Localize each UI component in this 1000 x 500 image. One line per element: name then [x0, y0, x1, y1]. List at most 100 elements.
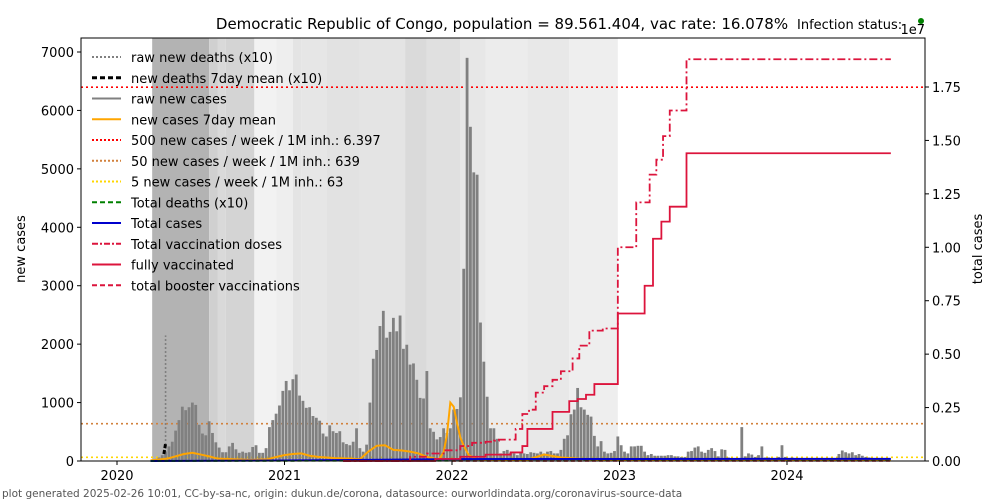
- raw-new-cases-bar: [247, 452, 251, 461]
- raw-new-cases-bar: [231, 442, 234, 461]
- background-band: [527, 38, 570, 461]
- raw-new-cases-bar: [586, 414, 590, 461]
- legend-label: fully vaccinated: [131, 259, 234, 274]
- plot-frame: [80, 37, 926, 462]
- y-tick-label: 6000: [41, 104, 74, 119]
- raw-new-cases-bar: [613, 451, 616, 461]
- x-tick-label: 2022: [435, 469, 468, 484]
- raw-new-cases-bar: [197, 424, 201, 461]
- raw-new-cases-bar: [603, 451, 606, 461]
- raw-new-cases-bar: [495, 438, 499, 461]
- y-tick-label: 2000: [41, 338, 74, 353]
- x-tick-label: 2020: [100, 469, 133, 484]
- raw-new-cases-bar: [288, 390, 291, 461]
- raw-new-cases-bar: [619, 445, 623, 461]
- legend-label: new deaths 7day mean (x10): [131, 72, 322, 87]
- raw-new-cases-bar: [703, 452, 707, 461]
- fully-vaccinated-line: [343, 152, 891, 462]
- legend-label: Total cases: [130, 217, 202, 232]
- raw-new-cases-bar: [509, 452, 513, 461]
- raw-new-cases-bar: [576, 387, 580, 461]
- raw-new-cases-bars: [152, 57, 891, 461]
- raw-new-cases-bar: [462, 268, 466, 461]
- raw-new-cases-bar: [562, 438, 566, 461]
- raw-new-cases-bar: [184, 410, 188, 461]
- raw-new-cases-bar: [291, 379, 295, 461]
- raw-new-cases-bar: [388, 331, 392, 461]
- raw-new-cases-bar: [629, 446, 633, 461]
- raw-new-cases-bar: [294, 374, 298, 461]
- y-tick-label: 1000: [41, 397, 74, 412]
- raw-new-cases-bar: [499, 453, 502, 461]
- raw-new-cases-bar: [311, 416, 315, 461]
- x-tick-label: 2024: [770, 469, 803, 484]
- y-right-tick-label: 0.50: [932, 348, 961, 363]
- x-axis-ticks: 2020 2021 2022 2023 2024: [100, 461, 804, 484]
- new-cases-mean-line: [150, 400, 891, 462]
- y-tick-label: 0: [66, 455, 74, 470]
- background-band: [426, 38, 461, 461]
- raw-new-cases-bar: [438, 437, 442, 461]
- y-right-tick-label: 1.75: [932, 81, 961, 96]
- background-band: [301, 38, 327, 461]
- legend-label: raw new deaths (x10): [131, 51, 273, 66]
- infection-status-label: Infection status:: [797, 18, 902, 33]
- raw-new-cases-bar: [489, 428, 492, 461]
- raw-new-cases-bar: [251, 446, 255, 461]
- raw-new-cases-bar: [747, 453, 750, 461]
- background-band: [485, 38, 528, 461]
- raw-new-cases-bar: [415, 379, 419, 461]
- raw-new-cases-bar: [167, 446, 171, 461]
- raw-new-cases-bar: [525, 453, 529, 461]
- raw-new-cases-bar: [582, 409, 586, 461]
- y-right-tick-label: 1.00: [932, 241, 961, 256]
- raw-new-cases-bar: [606, 453, 610, 461]
- raw-new-cases-bar: [636, 445, 640, 461]
- x-tick-label: 2023: [603, 469, 636, 484]
- raw-new-cases-bar: [412, 363, 415, 461]
- total-vaccination-doses-line: [343, 58, 891, 462]
- raw-new-cases-bar: [572, 409, 576, 461]
- raw-new-cases-bar: [425, 371, 429, 461]
- raw-new-cases-bar: [391, 317, 395, 461]
- raw-new-cases-bar: [402, 348, 405, 461]
- raw-new-cases-bar: [194, 404, 198, 461]
- raw-new-cases-bar: [308, 407, 312, 461]
- x-tick-label: 2021: [268, 469, 301, 484]
- raw-new-cases-bar: [542, 453, 546, 461]
- raw-new-cases-bar: [301, 400, 305, 461]
- raw-new-cases-bar: [579, 407, 583, 461]
- raw-new-cases-bar: [840, 450, 844, 461]
- raw-new-cases-bar: [452, 409, 456, 461]
- raw-new-cases-bar: [385, 337, 389, 461]
- raw-new-cases-bar: [482, 361, 486, 461]
- raw-new-cases-bar: [314, 417, 318, 461]
- legend-label: new cases 7day mean: [131, 113, 276, 128]
- legend: raw new deaths (x10) new deaths 7day mean…: [92, 51, 381, 294]
- raw-new-cases-bar: [204, 435, 208, 461]
- y-tick-label: 7000: [41, 46, 74, 61]
- raw-new-cases-bar: [455, 408, 459, 461]
- background-band: [254, 38, 277, 461]
- raw-new-cases-bar: [559, 449, 563, 461]
- raw-new-cases-bar: [174, 430, 178, 461]
- raw-new-cases-bar: [405, 344, 409, 461]
- raw-new-cases-bar: [475, 174, 479, 461]
- raw-new-cases-bar: [700, 451, 703, 461]
- raw-new-cases-bar: [442, 428, 446, 461]
- y-axis-right-label: total cases: [971, 214, 986, 285]
- raw-new-cases-bar: [338, 431, 342, 461]
- raw-new-cases-bar: [278, 405, 281, 461]
- raw-new-cases-bar: [318, 420, 322, 461]
- raw-new-cases-bar: [331, 431, 335, 461]
- raw-new-cases-bar: [596, 446, 600, 461]
- y-right-tick-label: 1.25: [932, 188, 961, 203]
- raw-new-cases-bar: [170, 441, 174, 461]
- raw-new-cases-bar: [375, 349, 379, 461]
- raw-new-cases-bar: [398, 315, 402, 461]
- infection-status-dot: [918, 18, 924, 24]
- raw-new-cases-bar: [710, 448, 714, 461]
- raw-new-cases-bar: [227, 446, 231, 461]
- raw-new-cases-bar: [257, 452, 261, 461]
